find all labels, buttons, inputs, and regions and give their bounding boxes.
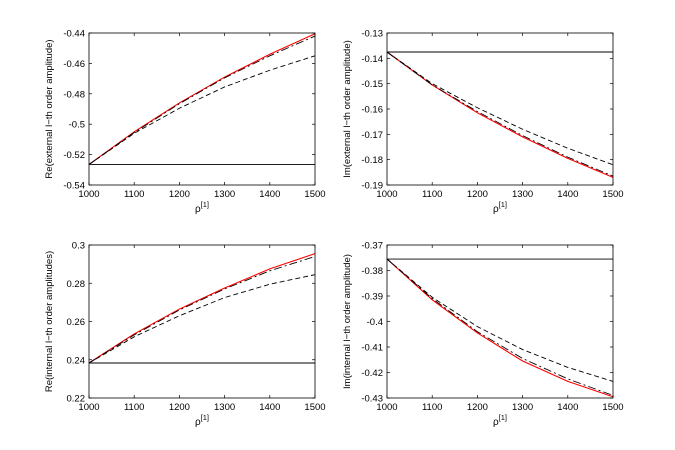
series-line-dashed-black-3 [386, 51, 614, 166]
series-line-dashdot-black-2 [88, 256, 316, 364]
x-tick-label: 1200 [169, 402, 190, 413]
y-tick-label: -0.39 [361, 292, 383, 303]
series-line-dashdot-black-2 [386, 258, 614, 396]
y-axis-label: Re(external l−th order amplitude) [44, 39, 55, 178]
series-line-dashed-black-3 [88, 55, 316, 165]
y-tick-label: -0.16 [361, 105, 383, 116]
x-tick-label: 1200 [467, 189, 488, 200]
x-tick-label: 1300 [512, 189, 533, 200]
y-tick-label: -0.5 [69, 120, 85, 131]
plot-area [89, 33, 315, 185]
x-tick-label: 1000 [78, 402, 99, 413]
series-group [386, 51, 614, 178]
series-group [88, 33, 316, 165]
y-tick-label: -0.17 [361, 130, 383, 141]
series-line-dashdot-black-2 [386, 51, 614, 177]
x-axis-label: ρ[1] [493, 413, 507, 428]
x-axis-label: ρ[1] [493, 200, 507, 215]
series-line-solid-red-1 [386, 51, 614, 178]
y-axis-label: Im(external l−th order amplitude) [342, 40, 353, 178]
x-tick-label: 1000 [376, 189, 397, 200]
x-tick-label: 1400 [259, 189, 280, 200]
x-tick-label: 1500 [304, 189, 325, 200]
y-tick-label: 0.22 [67, 394, 86, 405]
y-axis-label: Im(internal l−th order amplitude) [342, 254, 353, 389]
y-tick-label: 0.26 [67, 317, 86, 328]
x-tick-label: 1000 [78, 189, 99, 200]
x-tick-label: 1100 [124, 402, 144, 413]
x-tick-label: 1300 [214, 402, 235, 413]
y-tick-label: 0.3 [72, 241, 85, 252]
x-axis-label-superscript: [1] [499, 200, 507, 209]
x-tick-label: 1400 [557, 402, 578, 413]
series-line-solid-red-1 [88, 33, 316, 165]
panel-re-internal: 1000 1100 1200 1300 1400 1500 0.22 0.24 0.26 0.28… [44, 241, 326, 429]
x-axis-label-superscript: [1] [201, 200, 209, 209]
x-tick-label: 1200 [169, 189, 190, 200]
x-tick-label: 1300 [512, 402, 533, 413]
plot-area [387, 33, 613, 185]
x-tick-label: 1100 [422, 402, 442, 413]
series-line-dashdot-black-2 [88, 35, 316, 165]
panel-im-internal: 1000 1100 1200 1300 1400 1500 -0.43 -0.42 -0.41 -… [342, 241, 624, 429]
x-axis-label: ρ[1] [195, 413, 209, 428]
y-tick-label: -0.14 [361, 54, 383, 65]
axes-frame [88, 32, 316, 186]
y-tick-label: -0.42 [361, 368, 383, 379]
x-tick-label: 1400 [259, 402, 280, 413]
y-axis-label: Re(internal l−th order amplitudes) [44, 251, 55, 392]
y-tick-label: -0.4 [367, 317, 383, 328]
panel-re-external: 1000 1100 1200 1300 1400 1500 -0.54 -0.52 -0.5 -0… [44, 29, 326, 216]
x-tick-label: 1100 [124, 189, 144, 200]
y-tick-label: -0.41 [361, 343, 383, 354]
x-tick-label: 1500 [304, 402, 325, 413]
y-tick-label: -0.18 [361, 155, 383, 166]
series-line-solid-red-1 [386, 258, 614, 398]
y-tick-label: -0.46 [63, 59, 85, 70]
series-line-dashed-black-3 [386, 258, 614, 382]
y-tick-label: -0.54 [63, 181, 85, 192]
x-tick-label: 1000 [376, 402, 397, 413]
plot-area [89, 245, 315, 398]
y-tick-label: -0.44 [63, 29, 85, 40]
y-tick-label: -0.48 [63, 89, 85, 100]
y-tick-label: -0.13 [361, 29, 383, 40]
y-tick-label: -0.52 [63, 150, 85, 161]
x-tick-label: 1500 [602, 402, 623, 413]
series-line-solid-red-1 [88, 253, 316, 364]
series-group [386, 258, 614, 398]
x-tick-label: 1100 [422, 189, 442, 200]
x-axis-label-superscript: [1] [201, 413, 209, 422]
panel-im-external: 1000 1100 1200 1300 1400 1500 -0.19 -0.18 -0.17 -… [342, 29, 624, 216]
y-tick-label: 0.24 [67, 355, 86, 366]
plot-area [387, 245, 613, 398]
y-tick-label: 0.28 [67, 279, 86, 290]
x-tick-label: 1300 [214, 189, 235, 200]
x-axis-label: ρ[1] [195, 200, 209, 215]
y-tick-label: -0.37 [361, 241, 383, 252]
x-tick-label: 1500 [602, 189, 623, 200]
series-line-dashed-black-3 [88, 274, 316, 364]
series-group [88, 253, 316, 364]
y-tick-label: -0.38 [361, 266, 383, 277]
x-tick-label: 1400 [557, 189, 578, 200]
x-axis-label-symbol: ρ [195, 204, 201, 215]
x-axis-label-superscript: [1] [499, 413, 507, 422]
x-axis-label-symbol: ρ [493, 204, 499, 215]
y-tick-label: -0.43 [361, 394, 383, 405]
x-axis-label-symbol: ρ [493, 417, 499, 428]
y-tick-label: -0.19 [361, 181, 383, 192]
x-tick-label: 1200 [467, 402, 488, 413]
y-tick-label: -0.15 [361, 79, 383, 90]
x-axis-label-symbol: ρ [195, 417, 201, 428]
